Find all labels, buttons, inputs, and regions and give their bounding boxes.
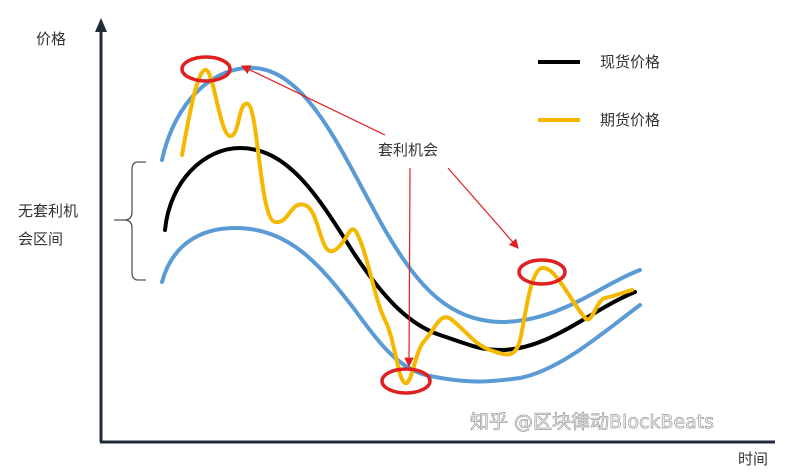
lower-band-curve — [160, 225, 642, 384]
arrow-to-peak — [240, 65, 386, 136]
legend-futures-label: 期货价格 — [600, 111, 660, 129]
arrow-to-trough — [404, 167, 414, 368]
arbitrage-circle-trough — [380, 367, 432, 395]
x-axis-label: 时间 — [738, 450, 768, 468]
band-label-line2: 会区间 — [18, 230, 63, 248]
arrow-to-rebound — [447, 167, 519, 249]
y-axis-label: 价格 — [36, 30, 66, 48]
futures-price-curve — [180, 68, 634, 385]
legend-spot-label: 现货价格 — [600, 53, 660, 71]
watermark: 知乎 @区块律动BlockBeats — [470, 411, 714, 433]
band-brace — [114, 161, 146, 281]
arbitrage-circle-peak — [180, 55, 232, 83]
band-label-line1: 无套利机 — [18, 202, 78, 220]
spot-price-curve — [163, 145, 637, 353]
y-axis-arrow-icon — [95, 18, 107, 32]
arbitrage-label: 套利机会 — [378, 141, 438, 159]
upper-band-curve — [160, 65, 642, 325]
arbitrage-circle-rebound — [517, 258, 567, 286]
